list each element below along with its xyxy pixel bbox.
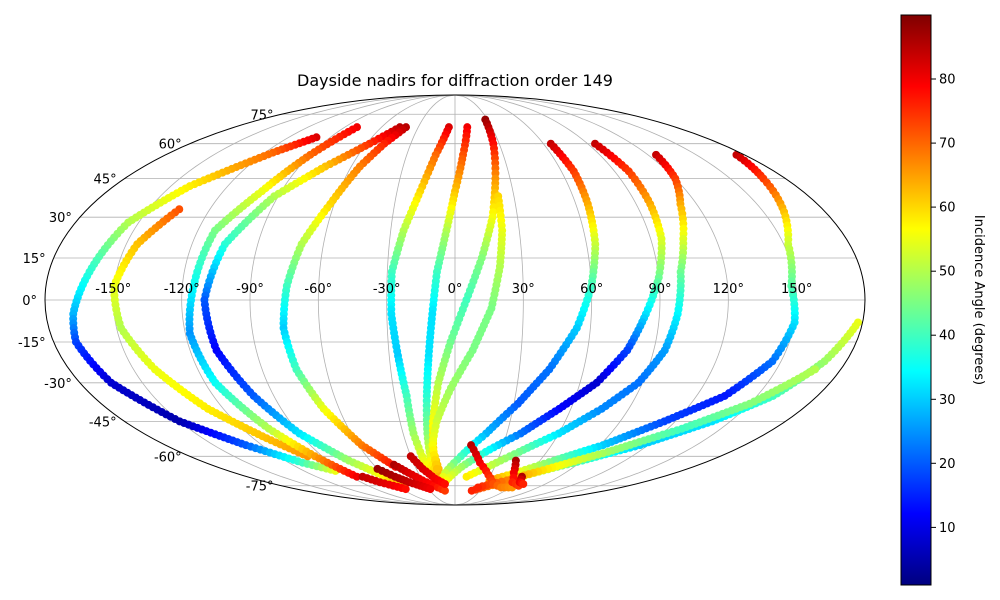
- x-tick-labels: -150° -120° -90° -60° -30° 0° 30° 60° 90° 120° 150…: [95, 282, 812, 297]
- colorbar-tick-label: 80: [939, 73, 956, 88]
- x-tick-label: 30°: [512, 282, 535, 297]
- y-tick-label: 45°: [94, 173, 117, 188]
- colorbar-tick-label: 50: [939, 265, 956, 280]
- y-tick-label: 15°: [23, 252, 46, 267]
- map-boundary: [44, 94, 866, 506]
- y-tick-label: 30°: [49, 211, 72, 226]
- x-tick-label: 0°: [448, 282, 463, 297]
- x-tick-label: -90°: [236, 282, 264, 297]
- colorbar-tick-label: 10: [939, 521, 956, 536]
- colorbar: [900, 14, 932, 586]
- y-tick-label: 60°: [159, 138, 182, 153]
- data-point: [474, 483, 483, 492]
- x-tick-label: 150°: [781, 282, 812, 297]
- chart-title: Dayside nadirs for diffraction order 149: [297, 71, 613, 90]
- data-point: [519, 480, 528, 488]
- y-tick-label: -15°: [18, 336, 46, 351]
- data-point: [426, 485, 435, 494]
- colorbar-tick-label: 60: [939, 201, 956, 216]
- x-tick-label: 90°: [648, 282, 671, 297]
- map-points: [69, 115, 863, 495]
- data-point: [432, 464, 441, 473]
- y-tick-label: 75°: [250, 108, 273, 123]
- y-tick-label: -45°: [89, 415, 117, 430]
- data-point: [440, 480, 449, 488]
- data-point: [440, 486, 449, 495]
- x-tick-label: -150°: [95, 282, 131, 297]
- x-tick-label: 120°: [713, 282, 744, 297]
- y-tick-labels: -75° -60° -45° -30° -15° 0° 15° 30° 45° 60° 75°: [18, 108, 274, 494]
- colorbar-tick-label: 20: [939, 457, 956, 472]
- data-point: [462, 472, 471, 481]
- y-tick-label: -60°: [154, 450, 182, 465]
- colorbar-tick-label: 70: [939, 137, 956, 152]
- colorbar-label: Incidence Angle (degrees): [971, 215, 986, 385]
- colorbar-tick-label: 30: [939, 393, 956, 408]
- x-tick-label: 60°: [580, 282, 603, 297]
- y-tick-label: -75°: [246, 480, 274, 495]
- x-tick-label: -120°: [164, 282, 200, 297]
- x-tick-label: -60°: [304, 282, 332, 297]
- y-tick-label: -30°: [44, 377, 72, 392]
- colorbar-ticks: 10 20 30 40 50 60 70 80: [931, 73, 956, 536]
- data-point: [352, 472, 361, 481]
- map-grid: [45, 94, 865, 506]
- data-point: [467, 486, 476, 495]
- y-tick-label: 0°: [22, 294, 37, 309]
- data-point: [401, 485, 410, 494]
- colorbar-tick-label: 40: [939, 329, 956, 344]
- x-tick-label: -30°: [373, 282, 401, 297]
